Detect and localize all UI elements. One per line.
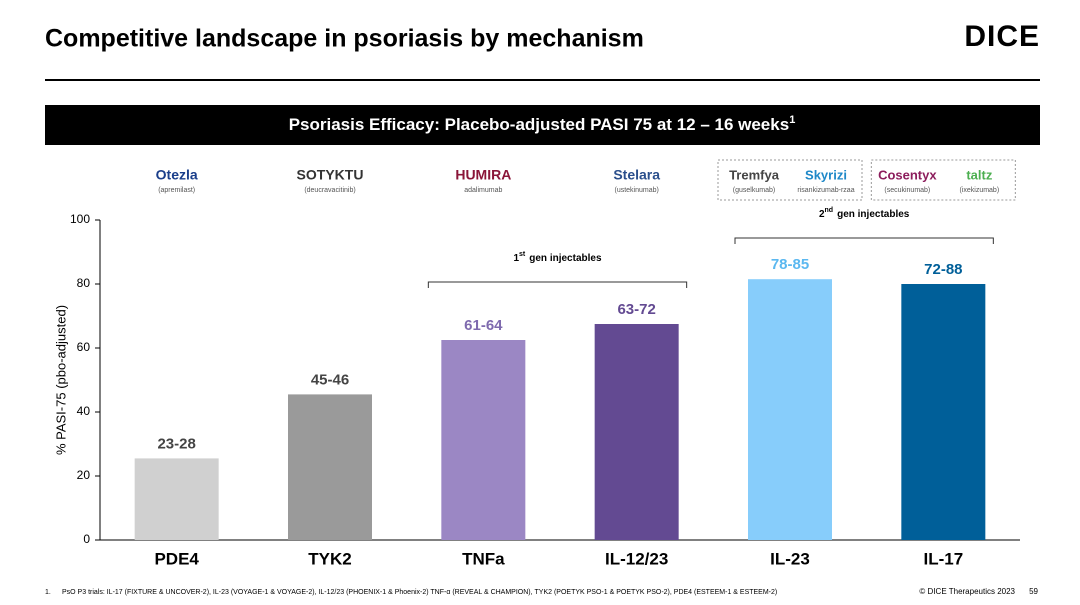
value-label: 61-64 [464,317,503,334]
brand-name: taltz [966,167,993,182]
bar [288,394,372,540]
bar [441,340,526,540]
brand-generic: (guselkumab) [733,187,775,194]
bracket [427,281,688,288]
brand-generic: (deucravacitinib) [304,187,355,194]
bracket-number: 1 [513,253,519,264]
bracket-number: 2 [819,209,825,220]
bracket [734,237,994,244]
brand-generic: (apremilast) [158,187,195,194]
y-tick-label: 80 [77,276,91,290]
x-tick-label: TNFa [462,549,505,568]
bracket-label: 2nd gen injectables [819,207,910,220]
bracket-label: 1st gen injectables [513,251,601,264]
y-tick-label: 20 [77,468,91,482]
brand-name: HUMIRA [455,167,511,183]
y-tick-label: 60 [77,340,91,354]
chart-title-text: Psoriasis Efficacy: Placebo-adjusted PAS… [289,115,790,134]
y-tick-label: 40 [77,404,91,418]
brand-name: Stelara [613,167,660,183]
footnote: PsO P3 trials: IL-17 (FIXTURE & UNCOVER-… [62,589,777,596]
logo: DICE [964,20,1040,53]
x-tick-label: IL-12/23 [605,549,668,568]
bracket-text: gen injectables [529,253,602,264]
x-tick-label: IL-17 [923,549,963,568]
value-label: 45-46 [311,371,349,388]
brand-name: Cosentyx [878,167,937,182]
brand-name: Skyrizi [805,167,847,182]
brand-generic: risankizumab-rzaa [797,187,854,194]
value-label: 72-88 [924,261,962,278]
brand-generic: (secukinumab) [884,187,930,194]
bar [748,279,832,540]
chart-title: Psoriasis Efficacy: Placebo-adjusted PAS… [289,114,796,135]
bar [594,324,679,540]
y-axis-label: % PASI-75 (pbo-adjusted) [53,305,68,455]
x-tick-label: TYK2 [308,549,351,568]
chart-title-note: 1 [789,114,795,126]
brand-name: Otezla [156,167,198,183]
brand-box [870,159,1016,201]
value-label: 78-85 [771,256,809,273]
y-tick-label: 100 [70,212,90,226]
banner [45,105,1040,145]
value-label: 23-28 [157,435,195,452]
slide-title: Competitive landscape in psoriasis by me… [45,25,644,53]
value-label: 63-72 [617,301,655,318]
bar [134,458,219,540]
bracket-sup: st [519,251,526,258]
brand-box [717,159,863,201]
bracket-text: gen injectables [837,209,910,220]
brand-name: SOTYKTU [297,167,364,183]
copyright: © DICE Therapeutics 2023 [919,587,1015,596]
footnote-number: 1. [45,589,51,596]
page-number: 59 [1029,587,1038,596]
y-tick-label: 0 [83,532,90,546]
bar [901,284,986,540]
x-tick-label: IL-23 [770,549,810,568]
x-tick-label: PDE4 [154,549,199,568]
brand-generic: (ixekizumab) [959,187,999,194]
brand-generic: (ustekinumab) [614,187,658,194]
brand-name: Tremfya [729,167,780,182]
brand-generic: adalimumab [464,187,502,194]
bracket-sup: nd [825,207,834,214]
